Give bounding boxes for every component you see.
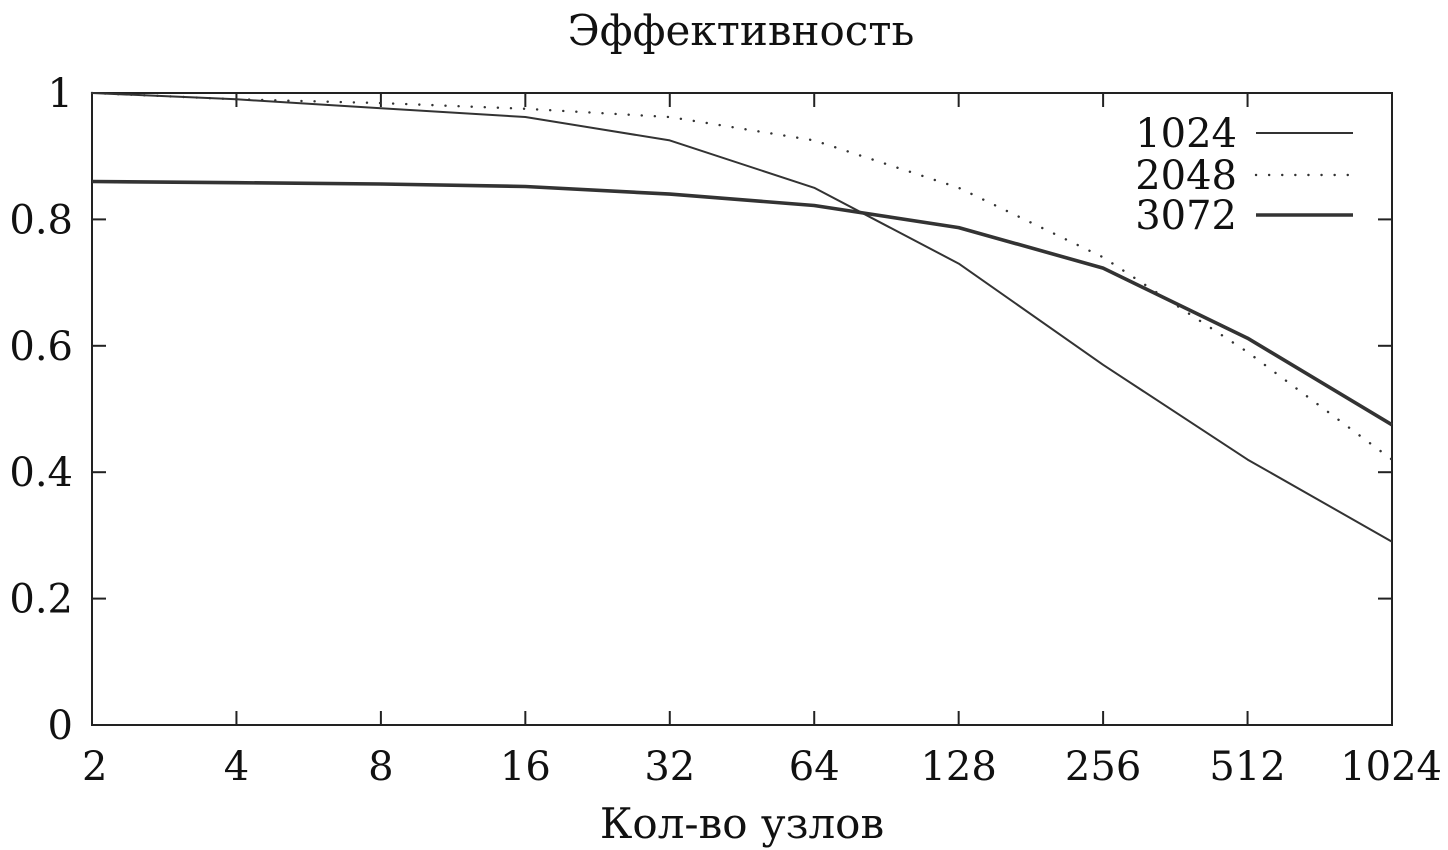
x-tick-label: 1024 — [1340, 744, 1442, 790]
x-axis-label: Кол-во узлов — [600, 799, 884, 848]
legend-label-1024: 1024 — [1135, 111, 1237, 157]
x-tick-label: 2 — [82, 744, 107, 790]
legend-label-2048: 2048 — [1135, 153, 1237, 199]
y-tick-label: 0.6 — [9, 324, 73, 370]
x-tick-label: 8 — [368, 744, 393, 790]
x-tick-label: 256 — [1065, 744, 1141, 790]
legend-label-3072: 3072 — [1135, 193, 1237, 239]
series-line-3072 — [91, 179, 1393, 427]
axis-ticks: 2 4 8 16 32 64 128 256 512 1024 0 0.2 0.4 0.6 0.8 1 — [9, 71, 1442, 790]
series-lines — [90, 91, 1394, 543]
y-tick-label: 1 — [48, 71, 73, 117]
x-tick-label: 512 — [1209, 744, 1285, 790]
x-tick-label: 32 — [644, 744, 695, 790]
y-tick-label: 0 — [48, 703, 73, 749]
chart-title: Эффективность — [568, 6, 915, 55]
plot-area-frame — [91, 92, 1393, 726]
series-line-1024 — [91, 92, 1393, 543]
y-tick-label: 0.2 — [9, 577, 73, 623]
x-tick-label: 4 — [224, 744, 249, 790]
y-tick-label: 0.4 — [9, 450, 73, 496]
x-tick-label: 128 — [920, 744, 996, 790]
y-tick-label: 0.8 — [9, 197, 73, 243]
x-tick-label: 16 — [500, 744, 551, 790]
x-tick-label: 64 — [789, 744, 840, 790]
